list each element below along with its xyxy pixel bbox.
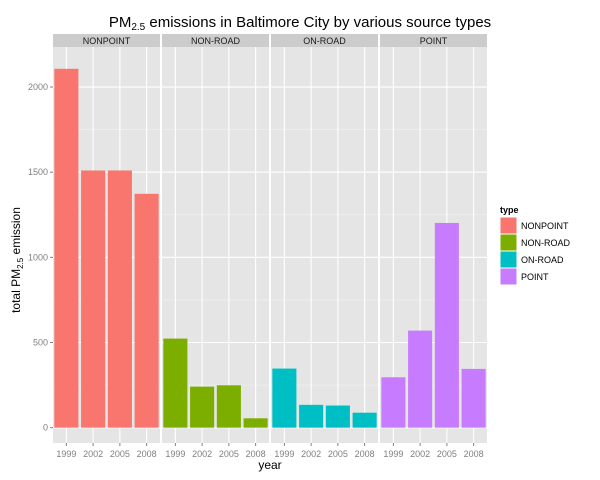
y-tick-label: 2000 xyxy=(28,82,48,92)
facet-panel-on-road: ON-ROAD 1999 2002 2005 2008 xyxy=(271,34,378,459)
bar-nonpoint-2005 xyxy=(107,170,132,428)
legend-title: type xyxy=(500,205,519,215)
x-tick-label: 2002 xyxy=(192,449,212,459)
chart-title-subscript: 2.5 xyxy=(131,22,145,33)
y-axis-title-prefix: total PM xyxy=(9,269,23,313)
legend-label: NONPOINT xyxy=(521,221,569,231)
x-tick-label: 1999 xyxy=(165,449,185,459)
facet-strip xyxy=(53,34,160,47)
facet-strip xyxy=(380,34,487,47)
chart-title: PM2.5 emissions in Baltimore City by var… xyxy=(109,14,491,33)
x-tick-label: 2008 xyxy=(355,449,375,459)
facet-panels: NONPOINT 1999 2002 2005 2008 NON-ROAD 1999 2002… xyxy=(53,34,487,459)
bar-point-1999 xyxy=(381,377,406,428)
y-axis-title-suffix: emission xyxy=(9,207,23,258)
y-axis: 0 500 1000 1500 2000 xyxy=(28,82,53,433)
x-axis-title: year xyxy=(258,458,281,472)
legend-item-nonpoint: NONPOINT xyxy=(499,216,569,235)
x-tick-label: 2002 xyxy=(83,449,103,459)
x-tick-label: 2005 xyxy=(328,449,348,459)
x-tick-label: 2005 xyxy=(437,449,457,459)
legend-label: POINT xyxy=(521,272,549,282)
x-tick-label: 2002 xyxy=(410,449,430,459)
facet-strip xyxy=(162,34,269,47)
legend-label: NON-ROAD xyxy=(521,238,570,248)
y-axis-title: total PM2.5 emission xyxy=(9,207,25,313)
bar-point-2005 xyxy=(434,222,459,428)
bar-non-road-2002 xyxy=(190,386,215,428)
bar-on-road-1999 xyxy=(272,368,297,428)
chart-title-suffix: emissions in Baltimore City by various s… xyxy=(145,14,491,31)
facet-strip-label: POINT xyxy=(420,36,448,46)
x-tick-label: 2005 xyxy=(219,449,239,459)
legend-item-on-road: ON-ROAD xyxy=(499,250,564,269)
bar-point-2002 xyxy=(408,330,433,428)
bar-nonpoint-2002 xyxy=(81,170,106,428)
legend-swatch xyxy=(499,233,518,252)
facet-strip xyxy=(271,34,378,47)
x-tick-label: 2008 xyxy=(464,449,484,459)
x-tick-label: 1999 xyxy=(56,449,76,459)
legend-swatch xyxy=(499,216,518,235)
x-tick-label: 2005 xyxy=(110,449,130,459)
facet-panel-non-road: NON-ROAD 1999 2002 2005 2008 xyxy=(162,34,269,459)
y-tick-label: 0 xyxy=(43,423,48,433)
bar-on-road-2005 xyxy=(325,405,350,428)
bar-non-road-2005 xyxy=(216,385,241,428)
chart-title-prefix: PM xyxy=(109,14,132,31)
y-tick-label: 1000 xyxy=(28,252,48,262)
x-tick-label: 2002 xyxy=(301,449,321,459)
y-tick-label: 1500 xyxy=(28,167,48,177)
bar-non-road-2008 xyxy=(243,418,268,428)
facet-panel-point: POINT 1999 2002 2005 2008 xyxy=(380,34,487,459)
bar-non-road-1999 xyxy=(163,338,188,428)
bar-point-2008 xyxy=(461,368,486,428)
y-tick-label: 500 xyxy=(33,338,48,348)
x-tick-label: 1999 xyxy=(383,449,403,459)
bar-nonpoint-1999 xyxy=(54,68,79,428)
x-tick-label: 2008 xyxy=(246,449,266,459)
facet-strip-label: NONPOINT xyxy=(83,36,131,46)
legend-swatch xyxy=(499,250,518,269)
bar-on-road-2002 xyxy=(299,404,324,428)
x-tick-label: 1999 xyxy=(274,449,294,459)
legend-label: ON-ROAD xyxy=(521,255,564,265)
facet-strip-label: NON-ROAD xyxy=(191,36,240,46)
bar-nonpoint-2008 xyxy=(134,193,159,428)
legend-item-non-road: NON-ROAD xyxy=(499,233,570,252)
bar-on-road-2008 xyxy=(352,412,377,428)
facet-strip-label: ON-ROAD xyxy=(303,36,346,46)
facet-panel-nonpoint: NONPOINT 1999 2002 2005 2008 xyxy=(53,34,160,459)
legend-swatch xyxy=(499,267,518,286)
legend-item-point: POINT xyxy=(499,267,549,286)
x-tick-label: 2008 xyxy=(137,449,157,459)
y-axis-title-subscript: 2.5 xyxy=(16,257,25,269)
